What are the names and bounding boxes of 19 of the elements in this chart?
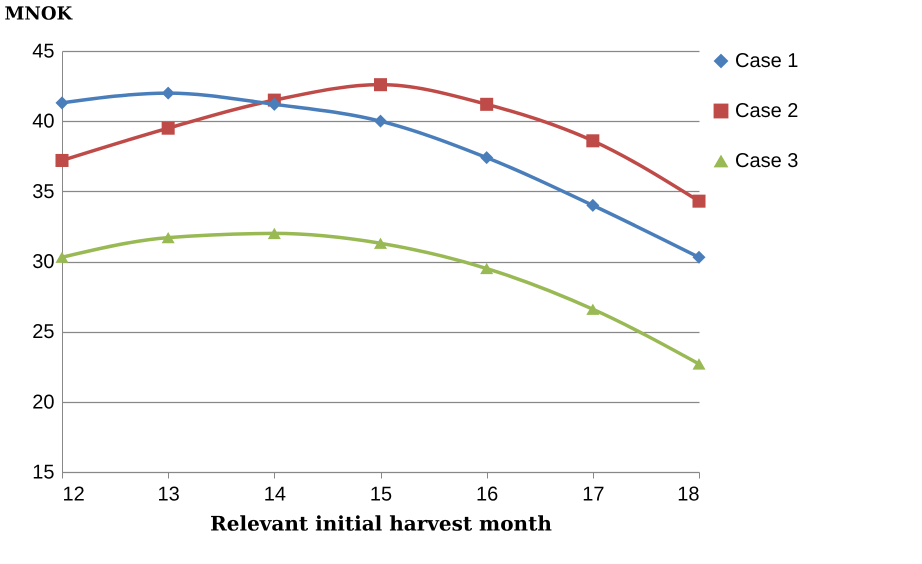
legend-label: Case 1: [735, 50, 798, 72]
x-tick-label: 13: [158, 484, 180, 506]
x-tick-label: 15: [370, 484, 392, 506]
y-tick-label: 30: [32, 251, 54, 273]
legend-label: Case 2: [735, 100, 798, 122]
y-tick-label: 15: [32, 462, 54, 484]
y-tick-label: 20: [32, 391, 54, 414]
y-tick-label: 40: [32, 110, 54, 133]
y-tick-label: 35: [32, 180, 54, 203]
y-tick-label: 45: [32, 40, 54, 62]
x-tick-label: 17: [582, 484, 604, 506]
legend-label: Case 3: [735, 150, 798, 172]
x-axis-title: Relevant initial harvest month: [210, 512, 552, 536]
y-axis-title: MNOK: [4, 4, 74, 24]
x-tick-label: 18: [677, 484, 700, 506]
x-tick-label: 12: [62, 484, 85, 506]
y-tick-label: 25: [32, 321, 54, 344]
x-tick-label: 16: [476, 484, 498, 506]
x-tick-label: 14: [264, 484, 286, 506]
